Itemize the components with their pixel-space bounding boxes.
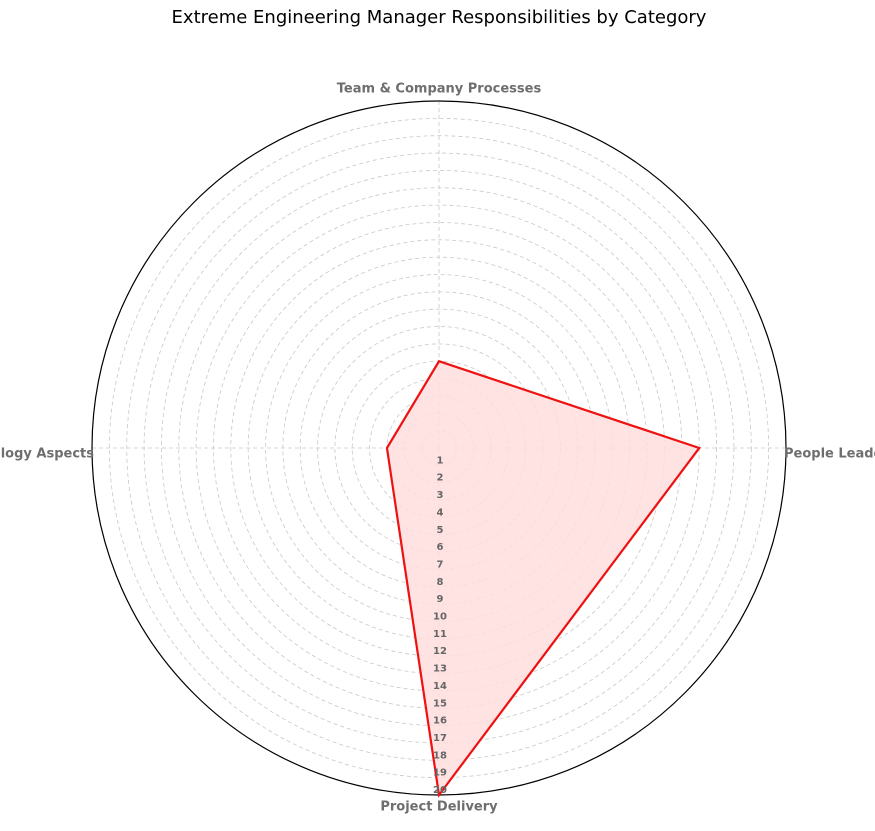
radial-tick-label: 2 — [437, 473, 444, 484]
radial-tick-label: 4 — [437, 507, 444, 518]
chart-title: Extreme Engineering Manager Responsibili… — [172, 7, 707, 28]
category-label: Project Delivery — [380, 800, 498, 815]
category-label: People Leadership — [784, 447, 875, 462]
radial-tick-label: 16 — [433, 716, 447, 727]
radial-tick-label: 12 — [433, 646, 447, 657]
radial-tick-label: 8 — [437, 577, 444, 588]
radial-tick-label: 19 — [433, 768, 447, 779]
radar-line — [385, 359, 702, 798]
radial-tick-label: 20 — [433, 785, 447, 796]
radial-tick-label: 1 — [437, 455, 444, 466]
radar-area — [386, 361, 700, 795]
radial-tick-label: 18 — [433, 750, 447, 761]
radial-tick-label: 5 — [437, 525, 444, 536]
radial-tick-label: 13 — [433, 664, 447, 675]
radial-tick-label: 7 — [437, 559, 444, 570]
radial-tick-label: 10 — [433, 612, 447, 623]
radial-tick-label: 9 — [437, 594, 444, 605]
radial-tick-label: 17 — [433, 733, 447, 744]
radial-tick-label: 6 — [437, 542, 444, 553]
radial-tick-label: 11 — [433, 629, 447, 640]
radial-tick-label: 15 — [433, 698, 447, 709]
radial-tick-label: 3 — [437, 490, 444, 501]
category-label: Team & Company Processes — [337, 82, 542, 97]
category-label: Technology Aspects — [0, 447, 94, 462]
radial-tick-label: 14 — [433, 681, 447, 692]
